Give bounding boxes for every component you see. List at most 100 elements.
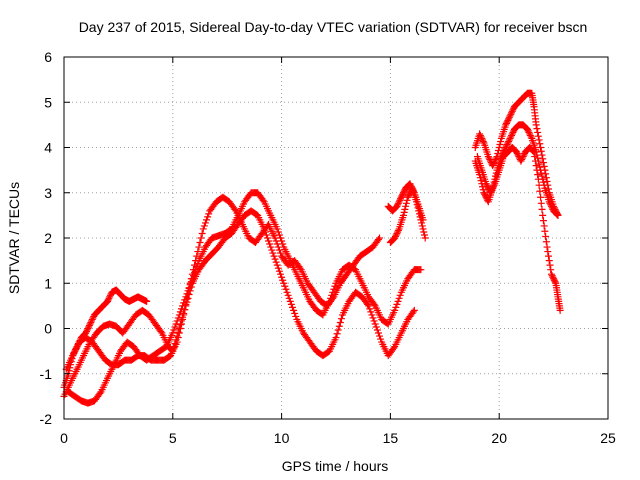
data-point bbox=[549, 273, 557, 281]
data-point bbox=[195, 243, 203, 251]
data-point bbox=[486, 189, 494, 197]
data-point bbox=[537, 199, 545, 207]
data-point bbox=[263, 234, 271, 242]
data-point bbox=[176, 325, 184, 332]
data-point bbox=[173, 317, 181, 325]
data-point bbox=[545, 198, 553, 206]
data-point bbox=[182, 293, 190, 301]
data-point bbox=[480, 189, 488, 197]
data-point bbox=[85, 321, 93, 329]
data-point bbox=[413, 201, 421, 209]
data-point bbox=[85, 323, 93, 331]
data-point bbox=[513, 148, 521, 156]
data-point bbox=[544, 248, 552, 256]
data-point bbox=[518, 154, 526, 162]
data-point bbox=[551, 278, 559, 286]
data-point bbox=[542, 174, 550, 182]
data-point bbox=[543, 177, 551, 185]
data-point bbox=[157, 328, 165, 336]
data-point bbox=[333, 330, 341, 338]
x-tick-label: 10 bbox=[274, 430, 290, 446]
data-point bbox=[393, 300, 401, 308]
data-point bbox=[394, 297, 402, 305]
data-point bbox=[181, 306, 189, 314]
data-point bbox=[83, 326, 91, 334]
x-tick-label: 5 bbox=[169, 430, 177, 446]
data-point bbox=[330, 285, 338, 293]
data-point bbox=[413, 198, 421, 206]
data-point bbox=[541, 227, 549, 235]
data-point bbox=[406, 180, 414, 188]
data-point bbox=[175, 311, 183, 319]
data-point bbox=[527, 133, 535, 141]
data-point bbox=[325, 297, 333, 305]
data-point bbox=[420, 228, 428, 236]
data-point bbox=[87, 318, 95, 326]
data-point bbox=[369, 314, 377, 322]
data-point bbox=[539, 211, 547, 219]
data-point bbox=[402, 199, 410, 207]
data-point bbox=[399, 189, 407, 197]
data-point bbox=[476, 130, 484, 138]
data-point bbox=[414, 204, 422, 212]
data-point bbox=[391, 306, 399, 314]
data-points bbox=[60, 89, 564, 407]
data-point bbox=[485, 154, 493, 162]
data-point bbox=[536, 140, 544, 148]
data-point bbox=[287, 300, 295, 308]
data-point bbox=[401, 205, 409, 213]
x-tick-label: 0 bbox=[60, 430, 68, 446]
data-point bbox=[405, 192, 413, 200]
data-point bbox=[479, 136, 487, 144]
data-point bbox=[391, 234, 399, 242]
data-point bbox=[368, 311, 376, 319]
data-point bbox=[532, 121, 540, 129]
data-point bbox=[197, 234, 205, 242]
data-point bbox=[104, 296, 112, 304]
data-point bbox=[266, 240, 274, 248]
data-point bbox=[279, 276, 287, 284]
data-point bbox=[396, 196, 404, 204]
series-8 bbox=[473, 144, 564, 314]
data-point bbox=[104, 297, 112, 305]
data-point bbox=[488, 186, 496, 194]
chart-title: Day 237 of 2015, Sidereal Day-to-day VTE… bbox=[79, 19, 588, 35]
x-tick-label: 25 bbox=[600, 430, 616, 446]
data-point bbox=[395, 294, 403, 302]
data-point bbox=[394, 228, 402, 236]
data-point bbox=[373, 326, 381, 334]
data-point bbox=[194, 260, 202, 268]
data-point bbox=[267, 243, 275, 251]
data-point bbox=[407, 181, 415, 189]
data-point bbox=[479, 137, 487, 145]
y-tick-label: 6 bbox=[44, 49, 52, 65]
data-point bbox=[416, 213, 424, 221]
data-point bbox=[534, 128, 542, 136]
data-point bbox=[181, 296, 189, 304]
data-point bbox=[282, 285, 290, 293]
data-point bbox=[176, 308, 184, 316]
data-point bbox=[534, 171, 542, 179]
data-point bbox=[275, 246, 283, 254]
data-point bbox=[198, 229, 206, 237]
data-point bbox=[534, 132, 542, 140]
data-point bbox=[481, 192, 489, 200]
data-point bbox=[526, 130, 534, 138]
series-5 bbox=[386, 184, 429, 247]
y-tick-label: 0 bbox=[44, 321, 52, 337]
data-point bbox=[284, 291, 292, 299]
data-point bbox=[398, 192, 406, 200]
y-axis-label: SDTVAR / TECUs bbox=[6, 182, 22, 294]
data-point bbox=[174, 314, 182, 322]
data-point bbox=[397, 193, 405, 201]
data-point bbox=[174, 334, 182, 342]
data-point bbox=[200, 222, 208, 230]
data-point bbox=[392, 303, 400, 311]
data-point bbox=[526, 131, 534, 139]
data-point bbox=[539, 155, 547, 163]
data-point bbox=[274, 264, 282, 272]
series-0 bbox=[60, 286, 151, 391]
data-point bbox=[504, 116, 512, 124]
data-point bbox=[269, 249, 277, 257]
